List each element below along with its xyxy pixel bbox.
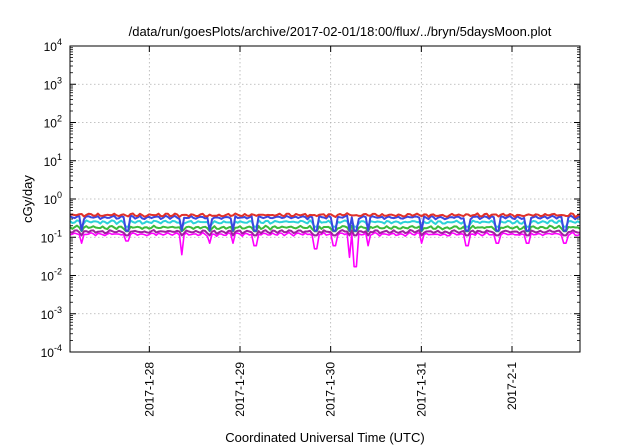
series-group [69,212,581,268]
y-tick-label: 10-3 [41,305,62,322]
series-line-1 [69,214,581,232]
y-tick-label: 101 [44,152,62,169]
x-tick-label: 2017-1-30 [324,362,338,417]
series-line-3 [69,224,581,233]
x-tick-labels: 2017-1-28 2017-1-29 2017-1-30 2017-1-31 2017… [142,362,519,417]
x-tick-label: 2017-2-1 [505,362,519,410]
y-tick-label: 104 [44,37,62,54]
series-line-4 [69,229,581,237]
series-line-0 [69,212,581,219]
y-tick-label: 10-1 [41,228,62,245]
y-tick-label: 100 [44,190,62,207]
y-axis-label: cGy/day [20,175,35,223]
x-tick-label: 2017-1-31 [414,362,428,417]
y-tick-label: 102 [44,114,62,131]
y-tick-label: 10-4 [41,343,62,360]
y-tick-label: 10-2 [41,267,62,284]
grid [70,46,580,352]
x-tick-label: 2017-1-29 [233,362,247,417]
x-tick-label: 2017-1-28 [142,362,156,417]
x-axis-label: Coordinated Universal Time (UTC) [225,430,424,445]
ticks [70,45,580,353]
y-tick-label: 103 [44,75,62,92]
series-line-5 [69,231,581,268]
y-tick-labels: 10-4 10-3 10-2 10-1 100 101 102 103 104 [41,37,62,360]
chart-title: /data/run/goesPlots/archive/2017-02-01/1… [129,24,552,39]
